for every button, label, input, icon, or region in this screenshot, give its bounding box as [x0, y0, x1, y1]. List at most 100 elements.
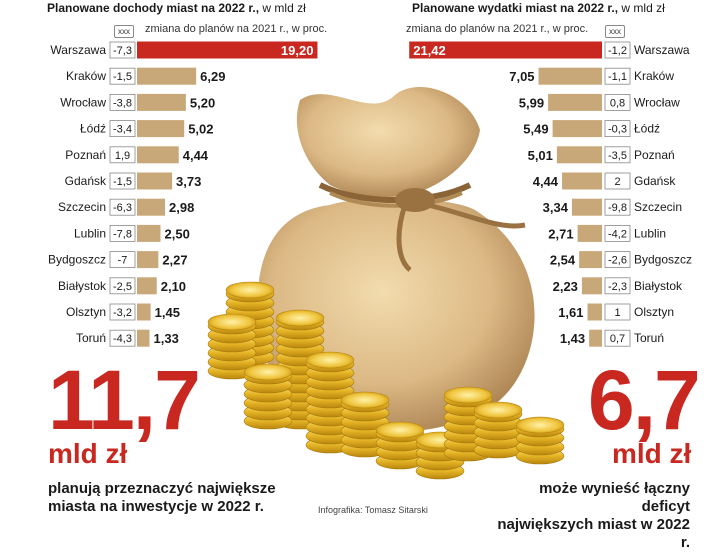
right-change-label: -9,8: [608, 202, 627, 214]
left-bar-chart: Warszawa -7,3 19,20 Kraków -1,5 6,29 Wrocław -3…: [48, 41, 318, 347]
right-change-label: -0,3: [608, 124, 627, 136]
right-value-label: 4,44: [533, 174, 559, 189]
left-city-label: Szczecin: [58, 200, 106, 214]
left-chart-title: Planowane dochody miast na 2022 r., w ml…: [47, 1, 306, 15]
right-change-box: [604, 329, 631, 347]
right-city-label: Olsztyn: [634, 305, 674, 319]
right-change-label: 1: [614, 307, 620, 319]
right-change-label: -4,2: [608, 228, 627, 240]
left-change-label: -3,2: [113, 307, 132, 319]
left-value-label: 6,29: [200, 69, 225, 84]
coin-top: [375, 421, 425, 439]
left-change-label: -1,5: [113, 176, 132, 188]
coin-top: [515, 416, 565, 434]
right-bar: [579, 251, 602, 269]
left-bar: [137, 93, 186, 111]
left-big-number: 11,7: [48, 353, 201, 447]
left-value-label: 2,50: [165, 226, 190, 241]
right-title-text: Planowane wydatki miast na 2022 r.,: [412, 1, 619, 15]
left-city-label: Gdańsk: [65, 174, 107, 188]
right-value-label: 1,61: [558, 305, 583, 320]
coin-top: [443, 386, 493, 404]
left-value-label: 5,20: [190, 95, 215, 110]
right-value-label: 2,54: [550, 253, 576, 268]
coin-top: [207, 313, 257, 331]
right-city-label: Toruń: [634, 331, 664, 345]
right-note-line1: może wynieść łączny deficyt: [539, 480, 690, 515]
left-value-label: 2,10: [161, 279, 186, 294]
left-value-label: 2,98: [169, 200, 194, 215]
left-change-label: -2,5: [113, 281, 132, 293]
left-change-label: -6,3: [113, 202, 132, 214]
right-change-label: -1,1: [608, 71, 627, 83]
left-bar: [137, 67, 197, 85]
left-city-label: Warszawa: [50, 43, 106, 57]
right-change-label: -2,6: [608, 255, 627, 267]
left-city-label: Łódź: [80, 122, 106, 136]
left-value-label: 5,02: [188, 122, 213, 137]
left-city-label: Kraków: [66, 69, 106, 83]
coin-top: [305, 351, 355, 369]
coin-top: [473, 401, 523, 419]
left-summary-note: planują przeznaczyć największe miasta na…: [48, 480, 276, 516]
right-city-label: Łódź: [634, 122, 660, 136]
right-value-label: 2,71: [548, 226, 573, 241]
right-note-line2: największych miast w 2022 r.: [497, 516, 690, 551]
left-bar: [137, 303, 151, 321]
left-bar: [137, 198, 166, 216]
right-bar: [548, 93, 602, 111]
right-value-label: 1,43: [560, 331, 585, 346]
right-value-label: 5,99: [519, 95, 544, 110]
left-legend-text: zmiana do planów na 2021 r., w proc.: [145, 23, 328, 35]
right-value-label: 2,23: [553, 279, 578, 294]
left-city-label: Bydgoszcz: [48, 253, 106, 267]
right-change-box: [604, 198, 631, 216]
right-value-label: 5,49: [523, 122, 548, 137]
left-change-box: [109, 41, 136, 59]
right-legend-box: xxx: [605, 25, 625, 38]
left-change-label: -3,8: [113, 97, 132, 109]
right-chart-title: Planowane wydatki miast na 2022 r., w ml…: [412, 1, 665, 15]
right-change-box: [604, 94, 631, 111]
left-bar: [137, 224, 161, 242]
left-title-unit: w mld zł: [259, 1, 306, 15]
left-change-box: [109, 277, 136, 295]
right-change-label: 2: [614, 176, 620, 188]
left-city-label: Poznań: [65, 148, 106, 162]
left-bar: [137, 329, 150, 347]
left-bar: [137, 251, 159, 269]
right-city-label: Poznań: [634, 148, 675, 162]
right-bar: [409, 41, 602, 59]
right-city-label: Bydgoszcz: [634, 253, 692, 267]
right-city-label: Gdańsk: [634, 174, 676, 188]
infographic: Planowane dochody miast na 2022 r., w ml…: [47, 1, 701, 551]
right-big-unit: mld zł: [612, 438, 692, 469]
left-change-label: -7,3: [113, 45, 132, 57]
right-value-label: 21,42: [413, 43, 446, 58]
left-change-label: -7: [118, 255, 128, 267]
right-change-box: [604, 120, 631, 137]
right-legend-text: zmiana do planów na 2021 r., w proc.: [406, 23, 589, 35]
right-change-box: [604, 146, 631, 164]
right-change-label: -2,3: [608, 281, 627, 293]
right-summary-note: może wynieść łączny deficyt największych…: [488, 480, 690, 552]
right-city-label: Wrocław: [634, 95, 680, 109]
left-title-text: Planowane dochody miast na 2022 r.,: [47, 1, 260, 15]
left-city-label: Białystok: [58, 279, 107, 293]
left-city-label: Wrocław: [60, 95, 106, 109]
right-bar: [581, 277, 602, 295]
right-title-unit: w mld zł: [618, 1, 665, 15]
right-value-label: 5,01: [528, 148, 553, 163]
right-bar: [552, 120, 602, 138]
left-legend-box: xxx: [114, 25, 134, 38]
left-change-box: [109, 251, 136, 269]
left-value-label: 2,27: [162, 253, 187, 268]
left-change-box: [109, 303, 136, 321]
right-change-box: [604, 251, 631, 269]
left-city-label: Toruń: [76, 331, 106, 345]
left-bar: [137, 146, 179, 164]
right-bar: [587, 303, 602, 321]
left-change-box: [109, 120, 136, 137]
right-city-label: Białystok: [634, 279, 683, 293]
left-value-label: 19,20: [281, 43, 314, 58]
